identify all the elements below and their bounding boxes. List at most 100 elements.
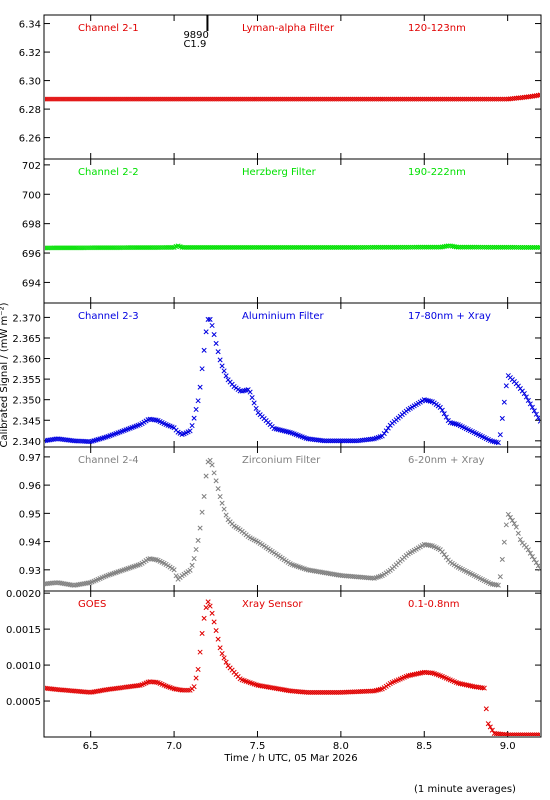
data-point [295, 96, 301, 102]
x-tick-label: 9.0 [500, 741, 516, 752]
data-point [339, 573, 345, 579]
data-point [381, 244, 387, 250]
data-point [205, 599, 211, 605]
data-point [515, 530, 521, 536]
data-point [313, 96, 319, 102]
data-point [533, 244, 539, 250]
data-point [479, 244, 485, 250]
data-point [331, 96, 337, 102]
data-point [495, 582, 501, 588]
data-point [363, 688, 369, 694]
data-point [253, 405, 259, 411]
data-point [67, 688, 73, 694]
data-point [211, 96, 217, 102]
data-point [249, 244, 255, 251]
data-point [449, 96, 455, 102]
data-point [117, 245, 123, 251]
data-point [333, 438, 339, 444]
data-point [365, 244, 371, 250]
data-point [195, 398, 201, 404]
data-point [199, 366, 205, 372]
data-point [533, 411, 539, 417]
data-point [149, 96, 155, 102]
data-point [127, 96, 133, 102]
data-point [291, 96, 297, 102]
data-point [495, 244, 501, 250]
data-point [223, 512, 229, 518]
data-point [207, 603, 213, 609]
data-point [297, 689, 303, 695]
data-point [329, 244, 335, 251]
data-point [499, 731, 505, 736]
data-point [85, 689, 91, 695]
data-point [465, 244, 471, 250]
data-point [531, 408, 537, 414]
panel-frame [43, 14, 542, 160]
data-point [411, 96, 417, 102]
data-point [179, 687, 185, 693]
data-point [259, 96, 265, 102]
data-point [79, 96, 85, 102]
data-series [45, 243, 540, 251]
data-point [407, 244, 413, 250]
data-point [413, 244, 419, 250]
data-point [271, 244, 277, 251]
data-point [337, 244, 343, 251]
data-point [159, 96, 165, 102]
data-point [47, 96, 53, 102]
data-point [197, 649, 203, 655]
y-tick-label: 700 [22, 190, 41, 201]
data-point [315, 689, 321, 695]
data-point [203, 473, 209, 479]
data-point [147, 96, 153, 102]
data-point [101, 245, 107, 251]
data-point [425, 670, 431, 676]
data-point [455, 244, 461, 250]
data-point [219, 651, 225, 657]
data-point [189, 423, 195, 429]
data-point [97, 96, 103, 102]
data-point [299, 244, 305, 251]
y-tick-label: 6.26 [19, 134, 41, 145]
data-point [45, 685, 49, 691]
data-point [523, 244, 529, 250]
data-point [107, 96, 113, 102]
data-point [337, 96, 343, 102]
data-point [215, 244, 221, 251]
data-point [511, 95, 517, 101]
data-point [501, 96, 507, 102]
data-point [243, 96, 249, 102]
data-point [495, 440, 501, 446]
data-point [197, 96, 203, 102]
data-point [215, 636, 221, 642]
data-point [441, 96, 447, 102]
data-point [375, 96, 381, 102]
data-point [537, 732, 540, 736]
data-point [481, 685, 487, 691]
data-point [457, 244, 463, 250]
data-point [491, 244, 497, 250]
data-point [367, 244, 373, 250]
data-point [53, 96, 59, 102]
data-point [327, 244, 333, 251]
data-point [233, 96, 239, 102]
channel-label: Channel 2-3 [78, 311, 139, 322]
data-point [289, 96, 295, 102]
data-point [153, 244, 159, 251]
data-point [129, 96, 135, 102]
data-point [203, 329, 209, 335]
data-point [253, 96, 259, 102]
data-point [287, 244, 293, 251]
data-point [501, 539, 507, 545]
data-point [45, 245, 49, 251]
data-point [321, 689, 327, 695]
data-point [309, 689, 315, 695]
data-point [253, 244, 259, 251]
data-point [467, 96, 473, 102]
data-point [379, 244, 385, 250]
data-point [517, 536, 523, 543]
data-point [221, 368, 227, 374]
data-point [269, 244, 275, 251]
data-point [171, 96, 177, 102]
data-point [415, 96, 421, 102]
